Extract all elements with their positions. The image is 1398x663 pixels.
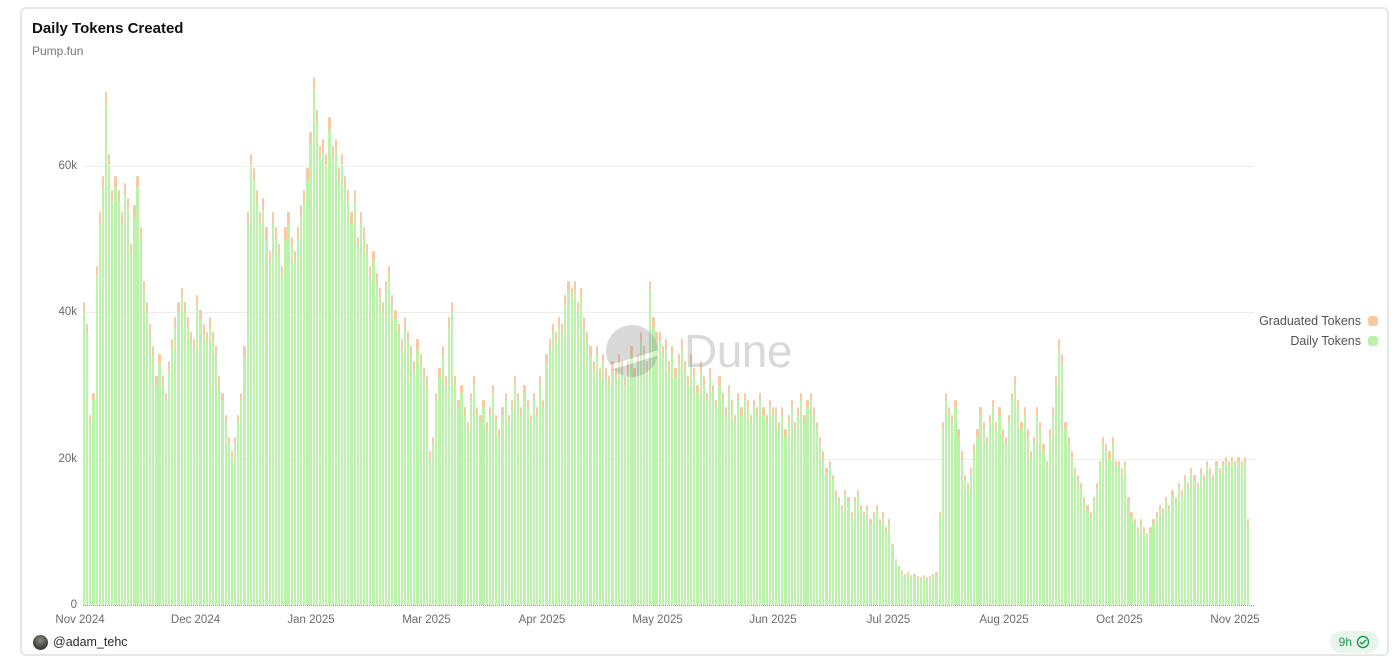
y-tick-label: 40k (58, 306, 77, 318)
y-tick-label: 0 (70, 599, 77, 611)
x-tick-label: Jan 2025 (287, 614, 335, 626)
daily-tokens-swatch-icon (1368, 336, 1378, 346)
legend: Graduated Tokens Daily Tokens (1259, 311, 1378, 351)
legend-label: Daily Tokens (1290, 334, 1361, 348)
verified-check-icon (1356, 635, 1370, 649)
chart-title: Daily Tokens Created (32, 20, 184, 37)
x-tick-label: Dec 2024 (170, 614, 221, 626)
gridline-40k (83, 312, 1254, 313)
x-tick-label: Jul 2025 (866, 614, 911, 626)
x-tick-label: May 2025 (632, 614, 683, 626)
graduated-tokens-swatch-icon (1368, 316, 1378, 326)
x-tick-label: Oct 2025 (1096, 614, 1143, 626)
author-handle-link[interactable]: @adam_tehc (53, 635, 128, 649)
legend-label: Graduated Tokens (1259, 314, 1361, 328)
gridline-0 (83, 605, 1254, 606)
author-avatar (33, 635, 48, 650)
x-tick-label: Aug 2025 (979, 614, 1029, 626)
chart-subtitle: Pump.fun (32, 44, 84, 58)
x-tick-label: Jun 2025 (749, 614, 797, 626)
x-tick-label: Apr 2025 (518, 614, 566, 626)
freshness-badge[interactable]: 9h (1329, 631, 1379, 653)
freshness-age-label: 9h (1338, 635, 1352, 649)
legend-item-graduated-tokens[interactable]: Graduated Tokens (1259, 311, 1378, 331)
y-tick-label: 20k (58, 452, 77, 465)
x-tick-label: Nov 2024 (55, 614, 105, 626)
chart-card: Daily Tokens Created Pump.fun 0 20k 40k 60k… (20, 7, 1389, 656)
x-tick-label: Mar 2025 (402, 614, 451, 626)
legend-item-daily-tokens[interactable]: Daily Tokens (1259, 331, 1378, 351)
x-tick-label: Nov 2025 (1210, 614, 1260, 626)
gridline-60k (83, 165, 1254, 167)
y-tick-label: 60k (58, 159, 77, 172)
